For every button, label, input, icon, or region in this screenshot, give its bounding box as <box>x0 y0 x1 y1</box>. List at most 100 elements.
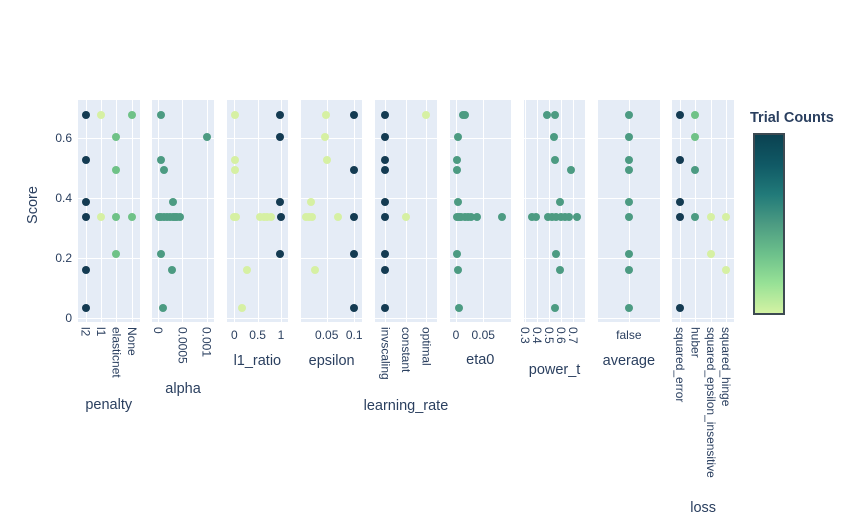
scatter-point[interactable] <box>624 212 633 221</box>
scatter-point[interactable] <box>676 111 685 120</box>
scatter-point[interactable] <box>624 249 633 258</box>
scatter-point[interactable] <box>472 212 481 221</box>
scatter-point[interactable] <box>556 212 565 221</box>
scatter-point[interactable] <box>532 212 541 221</box>
scatter-point[interactable] <box>230 165 239 174</box>
scatter-point[interactable] <box>543 212 552 221</box>
scatter-point[interactable] <box>112 249 121 258</box>
scatter-point[interactable] <box>624 165 633 174</box>
scatter-point[interactable] <box>381 197 390 206</box>
scatter-point[interactable] <box>552 249 561 258</box>
scatter-point[interactable] <box>323 155 332 164</box>
scatter-point[interactable] <box>381 155 390 164</box>
scatter-point[interactable] <box>573 212 582 221</box>
scatter-point[interactable] <box>350 249 359 258</box>
scatter-point[interactable] <box>624 155 633 164</box>
scatter-point[interactable] <box>157 155 166 164</box>
scatter-point[interactable] <box>624 197 633 206</box>
scatter-point[interactable] <box>552 212 561 221</box>
scatter-point[interactable] <box>81 111 90 120</box>
scatter-point[interactable] <box>350 212 359 221</box>
scatter-point[interactable] <box>454 132 463 141</box>
scatter-point[interactable] <box>453 155 462 164</box>
scatter-point[interactable] <box>175 212 184 221</box>
scatter-point[interactable] <box>551 111 560 120</box>
scatter-point[interactable] <box>624 266 633 275</box>
scatter-point[interactable] <box>127 212 136 221</box>
scatter-point[interactable] <box>112 165 121 174</box>
scatter-point[interactable] <box>676 155 685 164</box>
scatter-point[interactable] <box>350 111 359 120</box>
scatter-point[interactable] <box>676 212 685 221</box>
scatter-point[interactable] <box>127 111 136 120</box>
scatter-point[interactable] <box>276 249 285 258</box>
scatter-point[interactable] <box>276 212 285 221</box>
scatter-point[interactable] <box>333 212 342 221</box>
scatter-point[interactable] <box>706 212 715 221</box>
scatter-point[interactable] <box>560 212 569 221</box>
scatter-point[interactable] <box>112 212 121 221</box>
scatter-point[interactable] <box>242 266 251 275</box>
scatter-point[interactable] <box>112 132 121 141</box>
scatter-point[interactable] <box>691 212 700 221</box>
scatter-point[interactable] <box>453 165 462 174</box>
scatter-point[interactable] <box>81 266 90 275</box>
scatter-point[interactable] <box>350 304 359 313</box>
scatter-point[interactable] <box>381 132 390 141</box>
scatter-point[interactable] <box>156 249 165 258</box>
scatter-point[interactable] <box>276 111 285 120</box>
scatter-point[interactable] <box>550 304 559 313</box>
scatter-point[interactable] <box>691 165 700 174</box>
scatter-point[interactable] <box>381 165 390 174</box>
scatter-point[interactable] <box>624 111 633 120</box>
scatter-point[interactable] <box>676 304 685 313</box>
scatter-point[interactable] <box>550 155 559 164</box>
scatter-point[interactable] <box>422 111 431 120</box>
scatter-point[interactable] <box>549 132 558 141</box>
scatter-point[interactable] <box>565 212 574 221</box>
scatter-point[interactable] <box>381 111 390 120</box>
scatter-point[interactable] <box>676 197 685 206</box>
scatter-point[interactable] <box>320 132 329 141</box>
scatter-point[interactable] <box>722 212 731 221</box>
scatter-point[interactable] <box>527 212 536 221</box>
scatter-point[interactable] <box>381 304 390 313</box>
scatter-point[interactable] <box>230 155 239 164</box>
scatter-point[interactable] <box>237 304 246 313</box>
scatter-point[interactable] <box>81 197 90 206</box>
scatter-point[interactable] <box>624 132 633 141</box>
scatter-point[interactable] <box>168 197 177 206</box>
scatter-point[interactable] <box>624 304 633 313</box>
scatter-point[interactable] <box>97 111 106 120</box>
scatter-point[interactable] <box>454 197 463 206</box>
scatter-point[interactable] <box>230 111 239 120</box>
scatter-point[interactable] <box>350 165 359 174</box>
scatter-point[interactable] <box>202 132 211 141</box>
scatter-point[interactable] <box>276 132 285 141</box>
scatter-point[interactable] <box>706 249 715 258</box>
scatter-point[interactable] <box>453 249 462 258</box>
scatter-point[interactable] <box>722 266 731 275</box>
scatter-point[interactable] <box>691 132 700 141</box>
scatter-point[interactable] <box>555 266 564 275</box>
scatter-point[interactable] <box>276 197 285 206</box>
scatter-point[interactable] <box>311 266 320 275</box>
scatter-point[interactable] <box>401 212 410 221</box>
scatter-point[interactable] <box>454 266 463 275</box>
scatter-point[interactable] <box>157 111 166 120</box>
scatter-point[interactable] <box>555 197 564 206</box>
scatter-point[interactable] <box>461 111 470 120</box>
scatter-point[interactable] <box>567 165 576 174</box>
scatter-point[interactable] <box>266 212 275 221</box>
scatter-point[interactable] <box>381 212 390 221</box>
scatter-point[interactable] <box>232 212 241 221</box>
scatter-point[interactable] <box>97 212 106 221</box>
scatter-point[interactable] <box>381 249 390 258</box>
scatter-point[interactable] <box>159 165 168 174</box>
scatter-point[interactable] <box>691 111 700 120</box>
scatter-point[interactable] <box>81 155 90 164</box>
scatter-point[interactable] <box>455 304 464 313</box>
scatter-point[interactable] <box>306 197 315 206</box>
scatter-point[interactable] <box>542 111 551 120</box>
scatter-point[interactable] <box>381 266 390 275</box>
